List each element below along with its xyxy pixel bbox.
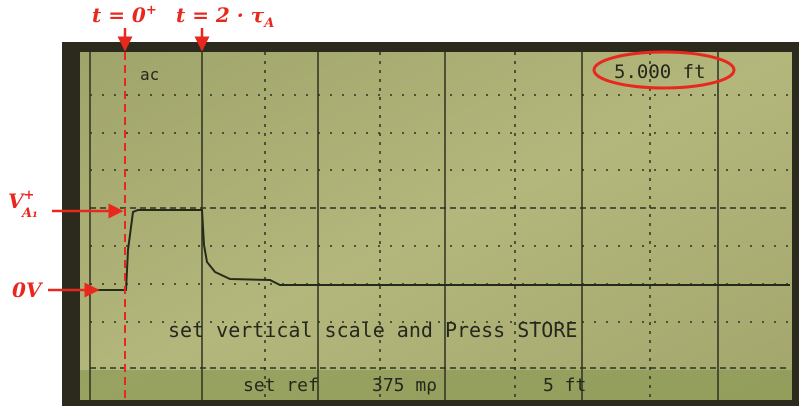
status-message: set vertical scale and Press STORE [168,318,577,342]
menu-item: 375 mρ [372,375,437,396]
annotation-sub: A₁ [20,206,38,221]
menu-item: 5 ft [543,375,586,396]
annotation-text: t = 2 · τ [176,3,265,27]
annotation-sup: + [146,3,157,18]
annotation: t = 2 · τA [176,3,274,31]
coupling-label: ac [140,65,159,84]
menu-item: set ref [243,375,319,396]
annotation-text: t = 0 [92,3,146,27]
distance-readout: 5.000 ft [614,61,706,83]
annotation: 0V [12,278,44,302]
lcd [80,52,792,400]
annotation-sub: A [262,16,274,31]
annotation-sup: + [24,188,35,203]
page: ac 5.000 ft set vertical scale and Press… [0,0,799,406]
screenshot: ac 5.000 ft set vertical scale and Press… [0,0,799,406]
